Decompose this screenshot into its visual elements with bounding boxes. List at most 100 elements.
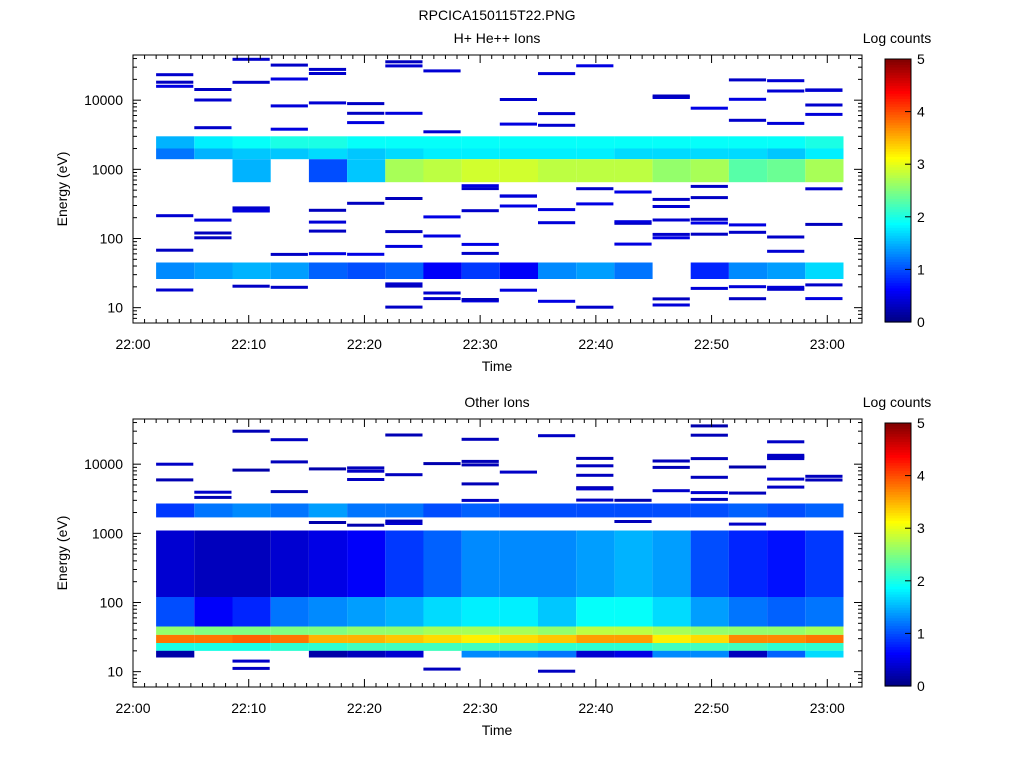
sparse-cell bbox=[461, 298, 499, 301]
colorbar-segment bbox=[885, 261, 911, 265]
colorbar-segment bbox=[885, 258, 911, 263]
colorbar-segment bbox=[885, 646, 911, 650]
sparse-cell bbox=[690, 221, 728, 225]
heatmap-cell bbox=[728, 650, 768, 658]
colorbar-segment bbox=[885, 279, 911, 284]
colorbar-segment bbox=[885, 578, 911, 582]
colorbar-segment bbox=[885, 187, 911, 192]
heatmap-cell bbox=[232, 634, 271, 643]
sparse-cell bbox=[423, 667, 461, 671]
sparse-cell bbox=[576, 202, 614, 206]
heatmap-cell bbox=[232, 148, 271, 160]
heatmap-cell bbox=[423, 262, 462, 279]
heatmap-cell bbox=[423, 503, 462, 518]
heatmap-cell bbox=[690, 159, 729, 183]
colorbar-segment bbox=[885, 554, 911, 558]
sparse-cell bbox=[767, 477, 805, 481]
colorbar-label: Log counts bbox=[863, 394, 932, 410]
heatmap-cell bbox=[538, 530, 577, 597]
heatmap-cell bbox=[423, 159, 462, 183]
sparse-cell bbox=[270, 77, 308, 81]
colorbar-segment bbox=[885, 124, 911, 128]
x-axis: 22:00 22:10 22:20 22:30 22:40 22:50 23:00 bbox=[115, 419, 863, 716]
sparse-cell bbox=[652, 459, 690, 463]
colorbar-segment bbox=[885, 478, 911, 482]
colorbar-tick-label: 3 bbox=[917, 156, 925, 172]
colorbar-segment bbox=[885, 82, 911, 86]
heatmap-cell bbox=[194, 597, 233, 627]
sparse-cell bbox=[156, 214, 194, 218]
sparse-cell bbox=[767, 457, 805, 461]
x-axis-label: Time bbox=[482, 358, 513, 374]
heatmap-cell bbox=[652, 597, 691, 627]
colorbar-segment bbox=[885, 467, 911, 471]
heatmap-cell bbox=[728, 148, 768, 160]
sparse-cell bbox=[614, 242, 652, 246]
sparse-cell bbox=[499, 98, 537, 101]
sparse-cell bbox=[767, 485, 805, 489]
heatmap-cell bbox=[423, 626, 462, 635]
y-tick-label: 10000 bbox=[84, 92, 123, 108]
x-tick-label: 22:50 bbox=[694, 336, 729, 352]
x-tick-label: 22:40 bbox=[578, 700, 613, 716]
colorbar-segment bbox=[885, 446, 911, 450]
heatmap-cells bbox=[156, 57, 844, 309]
sparse-cell bbox=[270, 460, 308, 464]
colorbar-segment bbox=[885, 499, 911, 503]
colorbar-segment bbox=[885, 108, 911, 113]
colorbar-segment bbox=[885, 628, 911, 632]
sparse-cell bbox=[385, 305, 423, 309]
heatmap-cells bbox=[156, 424, 844, 673]
sparse-cell bbox=[308, 521, 347, 524]
heatmap-cell bbox=[576, 262, 615, 279]
heatmap-cell bbox=[461, 148, 500, 160]
colorbar-segment bbox=[885, 633, 911, 637]
panel-title: Other Ions bbox=[464, 394, 529, 410]
heatmap-cell bbox=[461, 503, 500, 518]
colorbar-segment bbox=[885, 240, 911, 244]
sparse-cell bbox=[385, 230, 423, 234]
heatmap-cell bbox=[232, 262, 271, 279]
sparse-cell bbox=[270, 63, 308, 67]
colorbar-segment bbox=[885, 256, 911, 260]
colorbar-segment bbox=[885, 132, 911, 136]
sparse-cell bbox=[767, 455, 805, 459]
sparse-cell bbox=[652, 236, 690, 240]
colorbar-segment bbox=[885, 433, 911, 437]
colorbar-segment bbox=[885, 659, 911, 663]
sparse-cell bbox=[652, 205, 690, 208]
sparse-cell bbox=[461, 242, 499, 246]
sparse-cell bbox=[385, 111, 423, 115]
sparse-cell bbox=[499, 204, 537, 208]
x-tick-label: 22:50 bbox=[694, 700, 729, 716]
sparse-cell bbox=[232, 57, 270, 61]
heatmap-cell bbox=[538, 262, 577, 279]
colorbar-segment bbox=[885, 451, 911, 456]
sparse-cell bbox=[576, 64, 614, 68]
colorbar-segment bbox=[885, 64, 911, 68]
heatmap-cell bbox=[728, 136, 768, 149]
colorbar-segment bbox=[885, 565, 911, 569]
heatmap-cell bbox=[423, 597, 462, 627]
colorbar-segment bbox=[885, 494, 911, 498]
heatmap-cell bbox=[194, 626, 233, 635]
heatmap-cell bbox=[728, 262, 768, 279]
sparse-cell bbox=[805, 283, 843, 287]
heatmap-cell bbox=[767, 503, 806, 518]
sparse-cell bbox=[232, 666, 270, 670]
heatmap-cell bbox=[805, 530, 844, 597]
heatmap-cell bbox=[308, 530, 348, 597]
colorbar-segment bbox=[885, 580, 911, 585]
sparse-cell bbox=[767, 285, 805, 289]
heatmap-cell bbox=[232, 643, 271, 651]
sparse-cell bbox=[423, 215, 461, 219]
y-tick-label: 10 bbox=[107, 300, 123, 316]
sparse-cell bbox=[690, 433, 728, 437]
sparse-cell bbox=[728, 285, 767, 289]
colorbar-segment bbox=[885, 111, 911, 115]
heatmap-cell bbox=[385, 503, 424, 518]
colorbar-segment bbox=[885, 287, 911, 292]
colorbar-segment bbox=[885, 480, 911, 485]
colorbar-segment bbox=[885, 282, 911, 286]
